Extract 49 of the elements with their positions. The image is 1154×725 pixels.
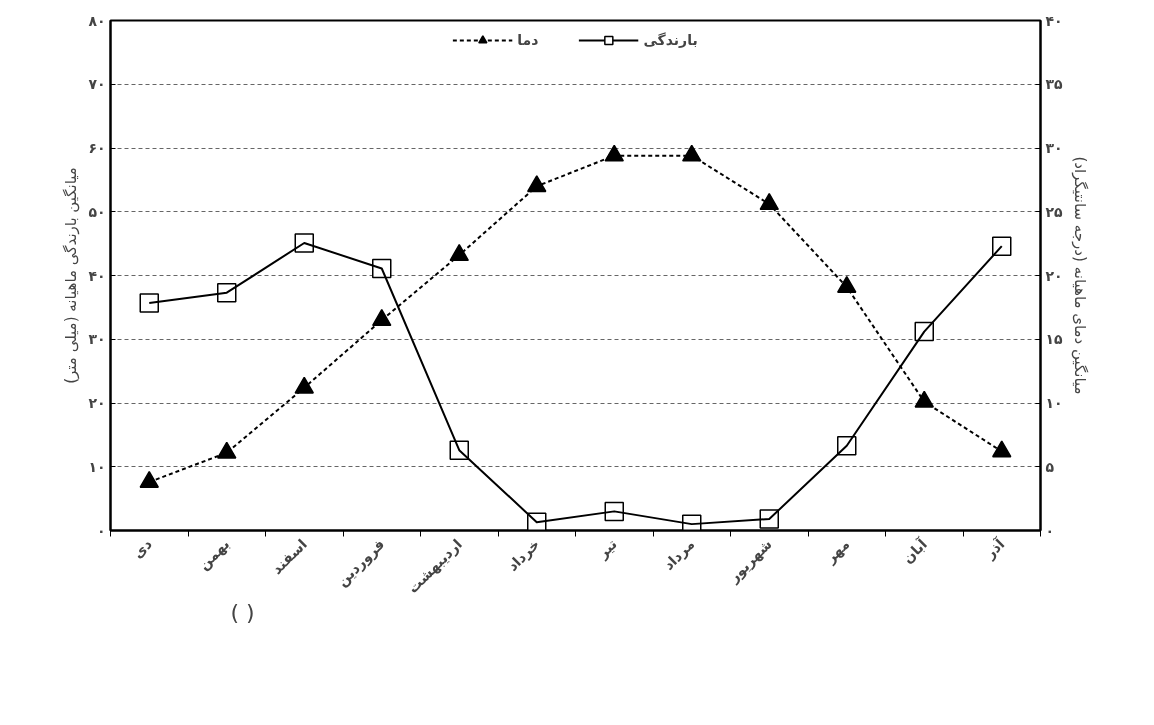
y-axis-title: میانگین بارندگی ماهیانه (میلی متر) [62, 167, 81, 384]
y2-tick-label: ۲۵ [1045, 203, 1064, 220]
y-tick-label: ۲۰ [88, 395, 106, 411]
point [294, 376, 314, 394]
y-tick-label: ۴۰ [88, 267, 106, 284]
y-tick-label: ۱۰ [88, 458, 106, 475]
point [449, 243, 469, 262]
point [682, 144, 702, 162]
point [759, 192, 779, 211]
point [527, 175, 547, 193]
legend-label: بارندگی [643, 32, 698, 48]
y-tick-label: ۰ [96, 522, 106, 539]
point [217, 441, 237, 459]
x-tick-label: فروردین [333, 535, 389, 591]
point [139, 293, 159, 313]
y2-axis-title: میانگین دمای ماهیانه (درجه سانتیگراد) [1070, 156, 1089, 395]
x-tick-label: آبان [898, 534, 931, 567]
x-tick-label: مهر [821, 535, 854, 568]
y-tick-label: ۶۰ [88, 140, 106, 156]
point [372, 308, 392, 327]
x-tick-label: اسفند [268, 535, 310, 578]
x-tick-label: اردیبهشت [404, 535, 466, 597]
point [604, 144, 624, 162]
y2-tick-label: ۳۰ [1045, 140, 1063, 156]
y2-tick-label: ۱۰ [1045, 395, 1063, 411]
x-tick-label: مرداد [660, 535, 699, 574]
text: ( ) [230, 599, 255, 625]
x-tick-label: آذر [980, 534, 1009, 563]
point [992, 236, 1012, 256]
y2-tick-label: ۴۰ [1045, 12, 1063, 29]
y2-tick-label: ۳۵ [1045, 76, 1064, 93]
y2-tick-label: ۵ [1045, 458, 1055, 475]
y-tick-label: ۳۰ [88, 331, 106, 348]
y-tick-label: ۵۰ [88, 203, 106, 220]
point [139, 470, 159, 488]
y-tick-label: ۸۰ [88, 12, 106, 29]
x-tick-label: بهمن [195, 535, 234, 574]
x-tick-label: شهریور [724, 535, 776, 587]
point [837, 275, 857, 293]
point [992, 440, 1012, 458]
y2-tick-label: ۲۰ [1045, 267, 1063, 284]
y2-tick-label: ۱۵ [1045, 331, 1064, 348]
legend-label: دما [517, 32, 539, 48]
y-tick-label: ۷۰ [88, 76, 106, 93]
x-tick-label: دی [129, 535, 155, 562]
y2-tick-label: ۰ [1045, 522, 1055, 539]
x-tick-label: تیر [593, 535, 621, 563]
point [914, 390, 934, 408]
x-tick-label: خرداد [504, 535, 544, 575]
